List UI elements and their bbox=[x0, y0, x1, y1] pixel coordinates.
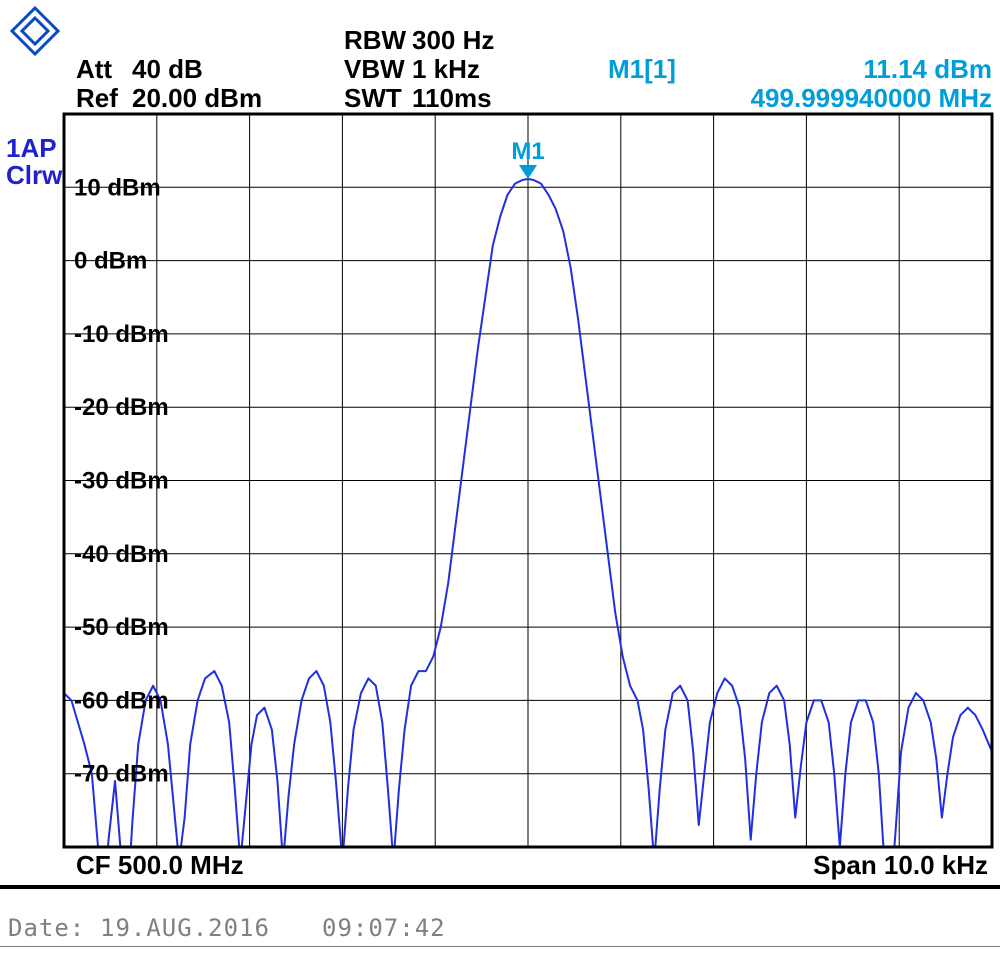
svg-text:M1: M1 bbox=[511, 138, 544, 165]
span: Span 10.0 kHz bbox=[813, 852, 988, 878]
svg-text:0 dBm: 0 dBm bbox=[74, 248, 147, 275]
svg-text:-30 dBm: -30 dBm bbox=[74, 468, 169, 495]
svg-text:-20 dBm: -20 dBm bbox=[74, 394, 169, 421]
date-divider bbox=[0, 946, 1000, 947]
svg-text:-40 dBm: -40 dBm bbox=[74, 541, 169, 568]
date-value: 19.AUG.2016 bbox=[100, 916, 270, 940]
svg-text:-60 dBm: -60 dBm bbox=[74, 687, 169, 714]
spectrum-chart: 10 dBm 0 dBm -10 dBm -20 dBm -30 dBm -40 dBm -… bbox=[0, 0, 1000, 971]
svg-text:-70 dBm: -70 dBm bbox=[74, 761, 169, 788]
svg-text:-10 dBm: -10 dBm bbox=[74, 321, 169, 348]
time-value: 09:07:42 bbox=[322, 916, 446, 940]
footer-divider bbox=[0, 885, 1000, 889]
svg-text:-50 dBm: -50 dBm bbox=[74, 614, 169, 641]
date-label: Date: bbox=[8, 916, 85, 940]
center-freq: CF 500.0 MHz bbox=[76, 852, 244, 878]
svg-text:10 dBm: 10 dBm bbox=[74, 174, 161, 201]
